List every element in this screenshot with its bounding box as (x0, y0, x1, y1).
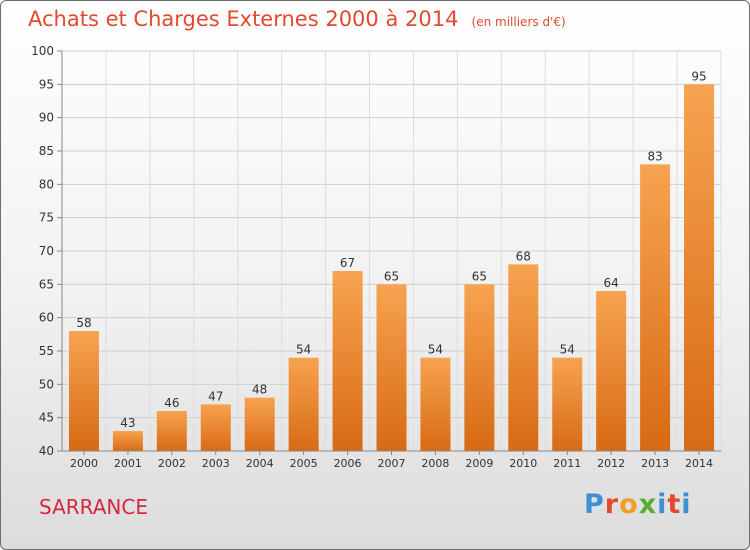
bar (244, 397, 275, 451)
x-tick-label: 2009 (465, 457, 493, 470)
value-label: 54 (560, 343, 575, 357)
x-tick-label: 2005 (290, 457, 318, 470)
value-label: 47 (208, 389, 223, 403)
y-tick-label: 60 (39, 311, 54, 325)
y-tick-label: 40 (39, 444, 54, 458)
bars: 58 43 46 47 48 54 67 65 54 65 68 54 64 83 95 (68, 69, 715, 452)
logo-letter: x (638, 489, 658, 520)
value-label: 64 (604, 276, 619, 290)
y-tick-label: 65 (39, 277, 54, 291)
bar (552, 357, 583, 451)
value-label: 48 (252, 383, 267, 397)
x-tick-label: 2001 (114, 457, 142, 470)
y-tick-label: 50 (39, 377, 54, 391)
bar (596, 291, 627, 451)
value-label: 54 (428, 343, 443, 357)
value-label: 68 (516, 249, 531, 263)
axes: 40 45 50 55 60 65 70 75 80 85 90 95 100 2000 2001 2002 2… (31, 44, 721, 470)
logo-letter: P (584, 489, 605, 520)
y-tick-label: 45 (39, 411, 54, 425)
value-label: 43 (120, 416, 135, 430)
logo-letter: i (657, 489, 668, 520)
town-name: SARRANCE (39, 495, 148, 519)
x-tick-label: 2013 (641, 457, 669, 470)
bar (156, 411, 187, 451)
x-tick-label: 2002 (158, 457, 186, 470)
title-row: Achats et Charges Externes 2000 à 2014 (… (28, 7, 566, 31)
bar (508, 264, 539, 451)
y-tick-label: 85 (39, 144, 54, 158)
chart-title: Achats et Charges Externes 2000 à 2014 (28, 7, 459, 31)
value-label: 46 (164, 396, 179, 410)
x-tick-label: 2003 (202, 457, 230, 470)
bar (332, 271, 363, 451)
logo-letter: o (619, 489, 639, 520)
x-tick-label: 2014 (685, 457, 713, 470)
bar (640, 164, 671, 452)
x-tick-label: 2006 (334, 457, 362, 470)
x-tick-label: 2012 (597, 457, 625, 470)
bar (420, 357, 451, 451)
value-label: 67 (340, 256, 355, 270)
x-tick-label: 2004 (246, 457, 274, 470)
y-tick-label: 100 (31, 44, 54, 58)
bar (684, 84, 715, 451)
y-tick-label: 70 (39, 244, 54, 258)
value-label: 65 (384, 269, 399, 283)
x-tick-label: 2008 (421, 457, 449, 470)
value-label: 95 (691, 69, 706, 83)
bar (376, 284, 407, 451)
y-tick-label: 95 (39, 77, 54, 91)
y-tick-label: 55 (39, 344, 54, 358)
bar (200, 404, 231, 451)
chart-subtitle: (en milliers d'€) (471, 15, 566, 29)
value-label: 65 (472, 269, 487, 283)
bar (288, 357, 319, 451)
bar (112, 431, 143, 451)
logo-letter: r (604, 489, 620, 520)
x-tick-label: 2007 (378, 457, 406, 470)
bar (464, 284, 495, 451)
x-tick-label: 2011 (553, 457, 581, 470)
x-tick-label: 2000 (70, 457, 98, 470)
value-label: 83 (647, 149, 662, 163)
x-tick-label: 2010 (509, 457, 537, 470)
value-label: 58 (76, 316, 91, 330)
y-tick-label: 75 (39, 211, 54, 225)
logo-letter: i (681, 489, 692, 520)
y-tick-label: 80 (39, 177, 54, 191)
y-tick-label: 90 (39, 111, 54, 125)
logo-letter: t (667, 489, 682, 520)
proxiti-logo: Proxiti (584, 489, 692, 520)
bar (68, 331, 99, 451)
value-label: 54 (296, 343, 311, 357)
